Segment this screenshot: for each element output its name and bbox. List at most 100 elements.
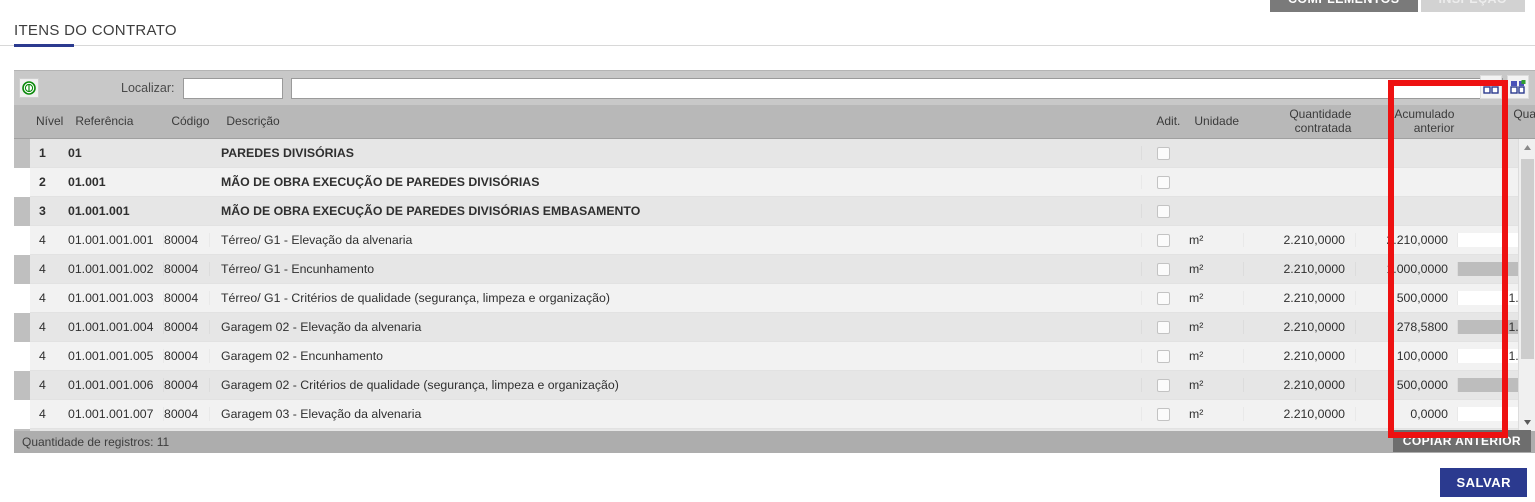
col-header-adit[interactable]: Adit. (1156, 114, 1181, 129)
cell-adit[interactable] (1142, 291, 1184, 305)
filter-input[interactable] (290, 77, 1503, 99)
adit-checkbox[interactable] (1156, 378, 1170, 392)
row-gutter (14, 399, 30, 429)
coin-icon[interactable] (19, 78, 39, 98)
col-header-qc-line1: Quantidade (1289, 107, 1352, 122)
cell-unidade: m² (1184, 407, 1244, 421)
cell-nivel: 4 (39, 349, 46, 363)
cell-adit[interactable] (1142, 378, 1184, 392)
record-count-label: Quantidade de registros: 11 (22, 435, 170, 449)
tab-inspecao[interactable]: INSPEÇÃO (1420, 0, 1525, 12)
adit-checkbox[interactable] (1156, 262, 1170, 276)
col-header-aa-line1: Acumulado (1394, 107, 1455, 122)
adit-checkbox[interactable] (1156, 175, 1170, 189)
cell-acumulado-anterior: 500,0000 (1356, 291, 1458, 305)
adit-checkbox[interactable] (1156, 407, 1170, 421)
cell-referencia: 01.001.001.006 (68, 378, 164, 392)
scrollbar-thumb[interactable] (1521, 159, 1534, 359)
cell-codigo: 80004 (164, 407, 210, 421)
table-row[interactable]: 4 01.001.001.005 80004 Garagem 02 - Encunha… (14, 341, 1535, 371)
adit-checkbox[interactable] (1156, 320, 1170, 334)
cell-codigo: 80004 (164, 233, 210, 247)
cell-adit[interactable] (1142, 407, 1184, 421)
cell-adit[interactable] (1142, 175, 1184, 189)
cell-nivel: 4 (39, 291, 46, 305)
row-gutter (14, 428, 30, 431)
cell-quantidade-contratada: 2.210,0000 (1244, 262, 1356, 276)
title-underline (0, 44, 1535, 47)
copy-previous-button[interactable]: COPIAR ANTERIOR (1392, 430, 1531, 452)
cell-referencia: 01.001 (68, 175, 106, 189)
table-row[interactable]: 401.001.001.00880004Garagem 03 - Encunha… (14, 428, 1518, 431)
cell-codigo: 80004 (164, 262, 210, 276)
col-header-unidade[interactable]: Unidade (1194, 114, 1240, 129)
table-row[interactable]: 4 01.001.001.003 80004 Térreo/ G1 - Critéri… (14, 283, 1535, 313)
cell-adit[interactable] (1142, 204, 1184, 218)
adit-checkbox[interactable] (1156, 349, 1170, 363)
grid-rows: 1 01 PAREDES DIVISÓRIAS 2 01.001 MÃO DE OBRA… (14, 139, 1535, 431)
cell-descricao: Garagem 02 - Encunhamento (210, 349, 1142, 363)
columns-add-icon[interactable] (1507, 75, 1529, 99)
col-header-acumulado-anterior[interactable]: Acumulado anterior (1361, 105, 1463, 139)
find-label: Localizar: (121, 81, 175, 95)
table-row[interactable]: 4 01.001.001.001 80004 Térreo/ G1 - Elevaçã… (14, 225, 1535, 255)
table-row[interactable]: 4 01.001.001.006 80004 Garagem 02 - Critéri… (14, 370, 1535, 400)
cell-descricao: Térreo/ G1 - Critérios de qualidade (seg… (210, 291, 1142, 305)
cell-unidade: m² (1184, 349, 1244, 363)
cell-codigo: 80004 (164, 320, 210, 334)
search-input[interactable] (182, 77, 283, 99)
row-gutter (14, 254, 30, 284)
col-header-nivel[interactable]: Nível (36, 114, 64, 129)
cell-adit[interactable] (1142, 349, 1184, 363)
cell-referencia: 01.001.001.007 (68, 407, 164, 421)
tab-complementos[interactable]: COMPLEMENTOS (1269, 0, 1418, 12)
adit-checkbox[interactable] (1156, 233, 1170, 247)
scroll-up-arrow-icon[interactable] (1519, 139, 1535, 156)
col-header-quantidade-contratada[interactable]: Quantidade contratada (1249, 105, 1361, 139)
table-row[interactable]: 1 01 PAREDES DIVISÓRIAS (14, 139, 1518, 168)
cell-unidade: m² (1184, 320, 1244, 334)
col-header-referencia[interactable]: Referência (75, 114, 134, 129)
top-tab-strip: COMPLEMENTOS INSPEÇÃO (0, 0, 1535, 12)
grid-toolbar: Localizar: (14, 71, 1535, 105)
col-header-descricao[interactable]: Descrição (226, 114, 280, 129)
cell-quantidade-contratada: 2.210,0000 (1244, 233, 1356, 247)
cell-unidade: m² (1184, 378, 1244, 392)
cell-quantidade-contratada: 2.210,0000 (1244, 320, 1356, 334)
cell-referencia: 01.001.001.001 (68, 233, 164, 247)
cell-acumulado-anterior: 100,0000 (1356, 349, 1458, 363)
cell-referencia: 01.001.001.005 (68, 349, 164, 363)
adit-checkbox[interactable] (1156, 291, 1170, 305)
adit-checkbox[interactable] (1156, 204, 1170, 218)
col-header-aa-line2: anterior (1413, 121, 1455, 135)
col-header-quantidade-medida[interactable]: Quantidade medida (1463, 105, 1535, 139)
cell-referencia: 01.001.001.003 (68, 291, 164, 305)
vertical-scrollbar[interactable] (1518, 139, 1535, 431)
table-row[interactable]: 4 01.001.001.004 80004 Garagem 02 - Elevaçã… (14, 312, 1535, 342)
columns-icon[interactable] (1480, 75, 1502, 99)
cell-adit[interactable] (1142, 233, 1184, 247)
table-row[interactable]: 4 01.001.001.007 80004 Garagem 03 - Elevaçã… (14, 399, 1535, 429)
row-gutter (14, 139, 30, 168)
save-button[interactable]: SALVAR (1440, 468, 1527, 497)
cell-adit[interactable] (1142, 262, 1184, 276)
table-row[interactable]: 2 01.001 MÃO DE OBRA EXECUÇÃO DE PAREDES D… (14, 167, 1518, 197)
cell-acumulado-anterior: 278,5800 (1356, 320, 1458, 334)
cell-referencia: 01.001.001 (68, 204, 130, 218)
col-header-codigo[interactable]: Código (171, 114, 210, 129)
cell-adit[interactable] (1142, 146, 1184, 160)
cell-acumulado-anterior: 1.000,0000 (1356, 262, 1458, 276)
toolbar-icon-group (1480, 75, 1529, 99)
adit-checkbox[interactable] (1156, 146, 1170, 160)
cell-referencia: 01.001.001.002 (68, 262, 164, 276)
cell-nivel: 4 (39, 233, 46, 247)
table-row[interactable]: 3 01.001.001 MÃO DE OBRA EXECUÇÃO DE PARED… (14, 196, 1518, 226)
cell-nivel: 4 (39, 407, 46, 421)
row-gutter (14, 225, 30, 255)
cell-adit[interactable] (1142, 320, 1184, 334)
table-row[interactable]: 4 01.001.001.002 80004 Térreo/ G1 - Encunha… (14, 254, 1535, 284)
scroll-down-arrow-icon[interactable] (1519, 414, 1535, 431)
cell-codigo: 80004 (164, 378, 210, 392)
row-gutter (14, 341, 30, 371)
